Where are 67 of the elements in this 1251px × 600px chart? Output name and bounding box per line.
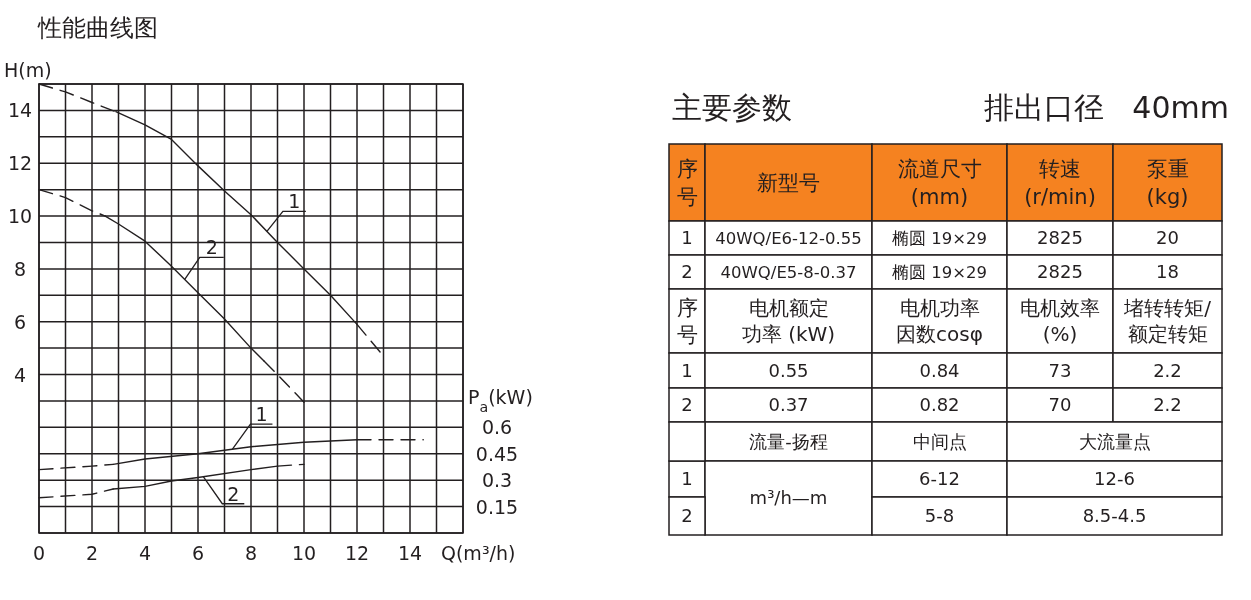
text: 电机效率 (%) [1020, 296, 1100, 347]
x-tick-label: 2 [85, 542, 99, 564]
series-label: 1 [255, 403, 268, 426]
text: 2825 [1037, 227, 1083, 249]
text: 2 [681, 505, 693, 527]
x-axis-title: Q(m³/h) [441, 542, 516, 564]
text: 序号 [676, 295, 698, 348]
text: 0.55 [768, 359, 809, 381]
text: 0.37 [768, 394, 809, 416]
text: 新型号 [757, 171, 820, 196]
x-tick-label: 12 [344, 542, 370, 564]
text: 椭圆 19×29 [891, 228, 988, 248]
text: 大流量点 [1078, 430, 1151, 452]
text: m³/h—m [749, 487, 828, 509]
text: 0.82 [919, 394, 960, 416]
text: 1 [681, 468, 693, 490]
text: 转速 (r/min) [1024, 157, 1096, 209]
text: 序号 [676, 157, 698, 209]
text: 6-12 [919, 468, 960, 490]
series-label: 1 [288, 190, 301, 213]
text: 排出口径 40mm [983, 90, 1229, 125]
x-tick-label: 10 [291, 542, 317, 564]
x-tick-label: 8 [244, 542, 258, 564]
y-tick-label: 14 [7, 99, 33, 122]
text: 电机功率因数cosφ [896, 296, 983, 347]
y-tick-label: 10 [7, 205, 33, 228]
x-tick-label: 0 [32, 542, 46, 564]
text: 1 [681, 227, 693, 249]
y-tick-label: 6 [13, 310, 27, 333]
text: 中间点 [912, 430, 967, 452]
text: 70 [1048, 394, 1072, 416]
text: 泵重 (kg) [1146, 157, 1189, 209]
y-axis-title: H(m) [4, 59, 52, 81]
text: 5-8 [924, 505, 955, 527]
text: 12-6 [1094, 468, 1135, 490]
text: 堵转转矩/ 额定转矩 [1123, 296, 1212, 347]
y-tick-label: 8 [13, 257, 27, 280]
y2-axis-title: P$_{a}$(kW) [468, 386, 533, 415]
y-tick-label: 4 [13, 363, 27, 386]
text: 主要参数 [672, 90, 792, 125]
text: 2.2 [1153, 359, 1182, 381]
y2-tick-label: 0.45 [475, 442, 519, 465]
text: 流道尺寸 (mm) [897, 157, 982, 209]
text: 8.5-4.5 [1082, 505, 1147, 527]
text: 18 [1156, 261, 1179, 283]
x-tick-label: 14 [397, 542, 423, 564]
text: 20 [1156, 227, 1179, 249]
y2-tick-label: 0.6 [481, 416, 513, 439]
x-tick-label: 4 [138, 542, 152, 564]
text: 椭圆 19×29 [891, 262, 988, 282]
y2-tick-label: 0.3 [481, 469, 513, 492]
text: 40WQ/E6-12-0.55 [715, 228, 862, 248]
y2-tick-label: 0.15 [475, 495, 519, 518]
text: 0.84 [919, 359, 960, 381]
text: 1 [681, 359, 693, 381]
text: 2 [681, 261, 693, 283]
chart-title: 性能曲线图 [37, 14, 158, 42]
series-label: 2 [227, 482, 240, 505]
text: 2.2 [1153, 394, 1182, 416]
x-tick-label: 6 [191, 542, 205, 564]
text: 73 [1048, 359, 1072, 381]
text: 2 [681, 394, 693, 416]
text: 流量-扬程 [749, 430, 828, 452]
y-tick-label: 12 [7, 152, 33, 175]
text: 40WQ/E5-8-0.37 [720, 262, 857, 282]
text: 电机额定功率 (kW) [741, 296, 836, 347]
text: 2825 [1037, 261, 1083, 283]
